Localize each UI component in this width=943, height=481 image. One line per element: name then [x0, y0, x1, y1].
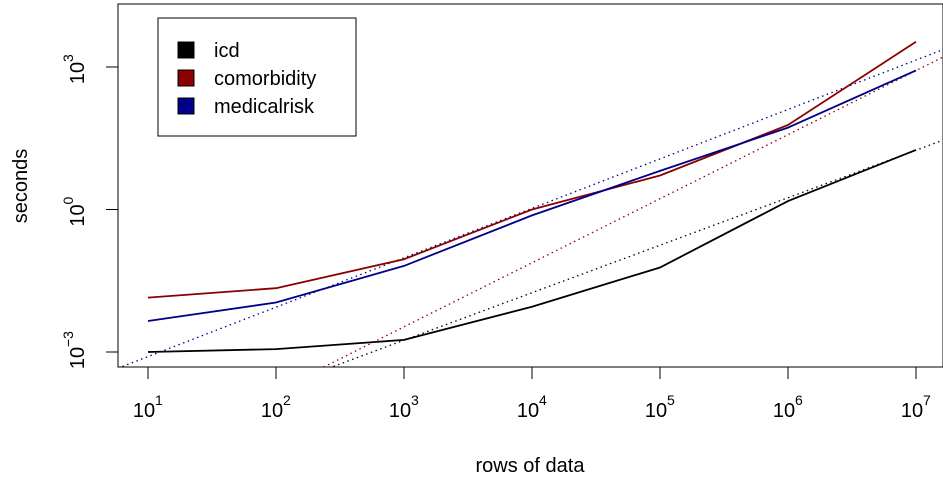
series-lines — [147, 41, 917, 353]
fit-lines — [122, 48, 943, 367]
x-tick-label: 10 — [901, 400, 923, 422]
legend-swatch-comorbidity — [177, 69, 195, 87]
y-axis-title: seconds — [10, 149, 32, 224]
legend-label-icd: icd — [214, 40, 240, 62]
x-tick-label: 10 — [645, 400, 667, 422]
fit-line-medicalrisk — [122, 48, 943, 367]
y-tick-group: 103 — [60, 54, 89, 84]
x-tick-label: 10 — [517, 400, 539, 422]
y-tick-group: 10−3 — [60, 331, 89, 369]
x-tick-exponent: 4 — [539, 392, 547, 408]
legend-swatch-medicalrisk — [177, 97, 195, 115]
y-tick-label: 10 — [67, 62, 89, 84]
y-tick-exponent: 0 — [60, 197, 76, 205]
x-axis-title: rows of data — [476, 455, 586, 477]
legend-label-medicalrisk: medicalrisk — [214, 96, 315, 118]
x-tick-exponent: 5 — [667, 392, 675, 408]
x-tick-label: 10 — [773, 400, 795, 422]
x-tick-exponent: 3 — [411, 392, 419, 408]
x-tick-label: 10 — [261, 400, 283, 422]
y-tick-exponent: −3 — [60, 331, 76, 347]
y-tick-label: 10 — [67, 204, 89, 226]
x-tick-exponent: 2 — [283, 392, 291, 408]
x-tick-exponent: 6 — [795, 392, 803, 408]
series-line-medicalrisk — [147, 69, 917, 322]
legend-swatch-icd — [177, 41, 195, 59]
y-tick-label: 10 — [67, 347, 89, 369]
x-tick-label: 10 — [389, 400, 411, 422]
x-tick-exponent: 1 — [155, 392, 163, 408]
x-tick-exponent: 7 — [923, 392, 931, 408]
x-axis: 10 1 10 2 10 3 10 4 10 5 10 6 10 7 — [133, 366, 931, 422]
series-line-comorbidity — [147, 41, 917, 299]
legend: icd comorbidity medicalrisk — [157, 17, 357, 137]
fit-line-comorbidity — [322, 56, 943, 367]
legend-label-comorbidity: comorbidity — [214, 68, 316, 90]
series-line-icd — [147, 149, 917, 353]
x-tick-label: 10 — [133, 400, 155, 422]
y-tick-group: 100 — [60, 197, 89, 227]
y-tick-exponent: 3 — [60, 54, 76, 62]
